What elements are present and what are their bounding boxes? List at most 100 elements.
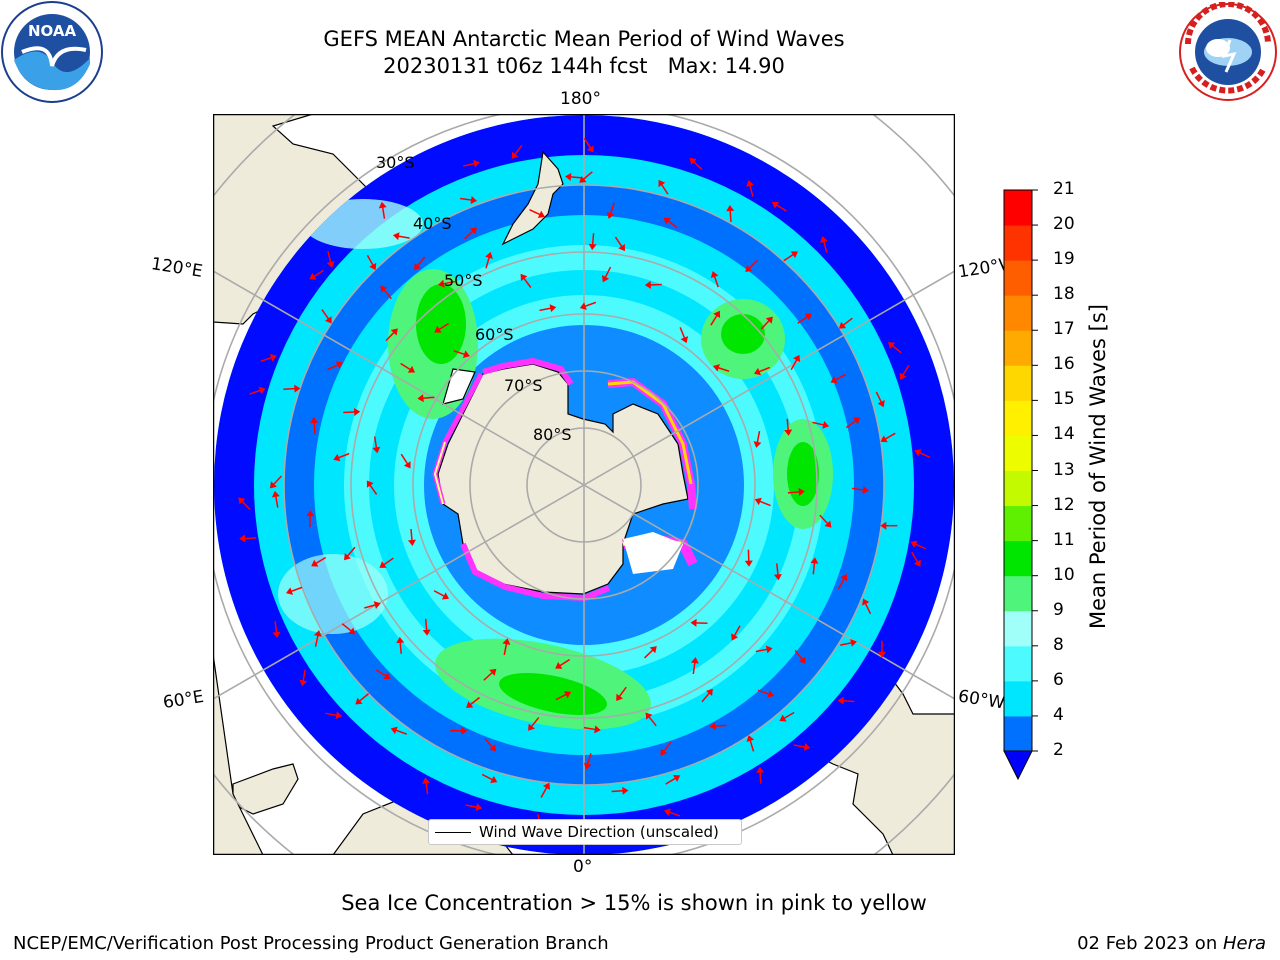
wave-direction-arrow	[710, 271, 719, 288]
wave-direction-arrow	[820, 236, 828, 253]
arrow-shaft	[382, 288, 392, 300]
wave-direction-arrow	[840, 638, 857, 647]
arrow-head	[810, 557, 819, 564]
wave-direction-arrow	[396, 636, 405, 654]
wave-direction-arrow	[660, 741, 672, 756]
wave-direction-arrow	[453, 350, 470, 359]
arrow-shaft	[327, 251, 332, 265]
arrow-shaft	[468, 696, 480, 707]
arrow-shaft	[485, 255, 491, 269]
arrow-shaft	[583, 301, 597, 308]
wave-direction-arrow	[460, 196, 478, 204]
arrow-shaft	[336, 452, 350, 459]
arrow-shaft	[679, 327, 686, 340]
arrow-head	[502, 638, 511, 645]
arrow-shaft	[529, 209, 542, 216]
arrow-head	[269, 353, 277, 362]
arrow-head	[306, 510, 315, 517]
arrow-shaft	[415, 256, 426, 268]
arrow-head	[489, 744, 497, 752]
lat-label-50s: 50°S	[444, 271, 483, 290]
arrow-shaft	[357, 693, 369, 703]
colorbar-extend-arrow	[1003, 750, 1033, 781]
arrow-shaft	[644, 648, 655, 659]
arrow-shaft	[611, 789, 625, 793]
colorbar-segment	[1004, 190, 1032, 226]
wave-direction-arrow	[710, 310, 721, 326]
colorbar-segment	[1004, 540, 1032, 577]
wave-direction-arrow	[520, 273, 532, 288]
arrow-shaft	[692, 660, 696, 675]
arrow-shaft	[289, 586, 303, 593]
wave-direction-arrow	[286, 586, 303, 595]
colorbar-tick-label: 16	[1053, 354, 1075, 375]
arrow-shaft	[586, 753, 592, 767]
arrow-shaft	[845, 419, 858, 429]
arrow-shaft	[568, 176, 583, 179]
wave-direction-arrow	[790, 354, 801, 371]
arrow-head	[878, 651, 886, 658]
wave-direction-arrow	[378, 201, 387, 219]
arrow-shaft	[394, 728, 407, 735]
arrow-shaft	[453, 350, 467, 356]
wave-direction-arrow	[689, 157, 703, 171]
arrow-shaft	[583, 137, 592, 150]
arrow-head	[804, 313, 812, 321]
wave-direction-arrow	[744, 549, 753, 567]
arrow-shaft	[890, 343, 902, 354]
arrow-head	[344, 553, 351, 561]
wave-direction-arrow	[830, 373, 846, 384]
wave-direction-arrow	[422, 618, 431, 636]
wave-direction-arrow	[819, 514, 832, 528]
lat-label-80s: 80°S	[533, 425, 572, 444]
arrow-head	[311, 559, 319, 567]
chart-subtitle: 20230131 t06z 144h fcst Max: 14.90	[383, 54, 785, 78]
arrow-head	[793, 354, 801, 363]
wave-direction-arrow	[793, 742, 811, 751]
arrow-shaft	[424, 618, 428, 632]
wave-direction-arrow	[845, 417, 861, 429]
arrow-head	[475, 803, 483, 811]
wave-direction-arrow	[644, 280, 662, 289]
arrow-shaft	[581, 171, 593, 181]
colorbar-segment	[1004, 505, 1032, 542]
wave-direction-arrow	[327, 361, 343, 371]
arrow-head	[690, 657, 699, 664]
arrow-shaft	[782, 711, 795, 720]
colorbar-tick-label: 21	[1053, 179, 1075, 199]
arrow-shaft	[555, 693, 568, 701]
arrow-head	[473, 159, 480, 168]
wave-direction-arrow	[746, 735, 755, 752]
wave-direction-arrow	[343, 407, 361, 416]
arrow-head	[335, 711, 343, 720]
colorbar-segment	[1004, 365, 1032, 401]
wave-direction-arrow	[400, 362, 416, 373]
arrow-head	[588, 243, 597, 251]
arrow-shaft	[749, 738, 755, 752]
arrow-shaft	[274, 494, 279, 508]
arrow-shaft	[400, 453, 409, 466]
arrow-shaft	[713, 274, 719, 288]
arrow-head	[663, 808, 671, 817]
arrow-shaft	[313, 420, 316, 434]
arrow-head	[462, 350, 470, 359]
wave-direction-arrow	[851, 485, 869, 494]
arrow-head	[511, 151, 519, 159]
wind-wave-arrows	[238, 137, 931, 831]
wave-direction-arrow	[366, 254, 377, 271]
arrow-head	[644, 280, 651, 289]
map-canvas	[113, 14, 1055, 956]
wave-direction-arrow	[364, 601, 381, 609]
arrow-shaft	[481, 773, 495, 782]
colorbar-segment	[1004, 260, 1032, 296]
arrow-shaft	[441, 280, 455, 285]
footer-date: 02 Feb 2023 on Hera	[1077, 933, 1266, 954]
arrow-head	[422, 629, 431, 636]
arrow-shaft	[539, 307, 553, 312]
wave-direction-arrow	[611, 786, 629, 795]
arrow-head	[850, 638, 857, 647]
arrow-head	[765, 316, 773, 324]
wave-direction-arrow	[379, 557, 394, 568]
arrow-head	[466, 701, 474, 708]
wave-direction-arrow	[583, 725, 601, 734]
